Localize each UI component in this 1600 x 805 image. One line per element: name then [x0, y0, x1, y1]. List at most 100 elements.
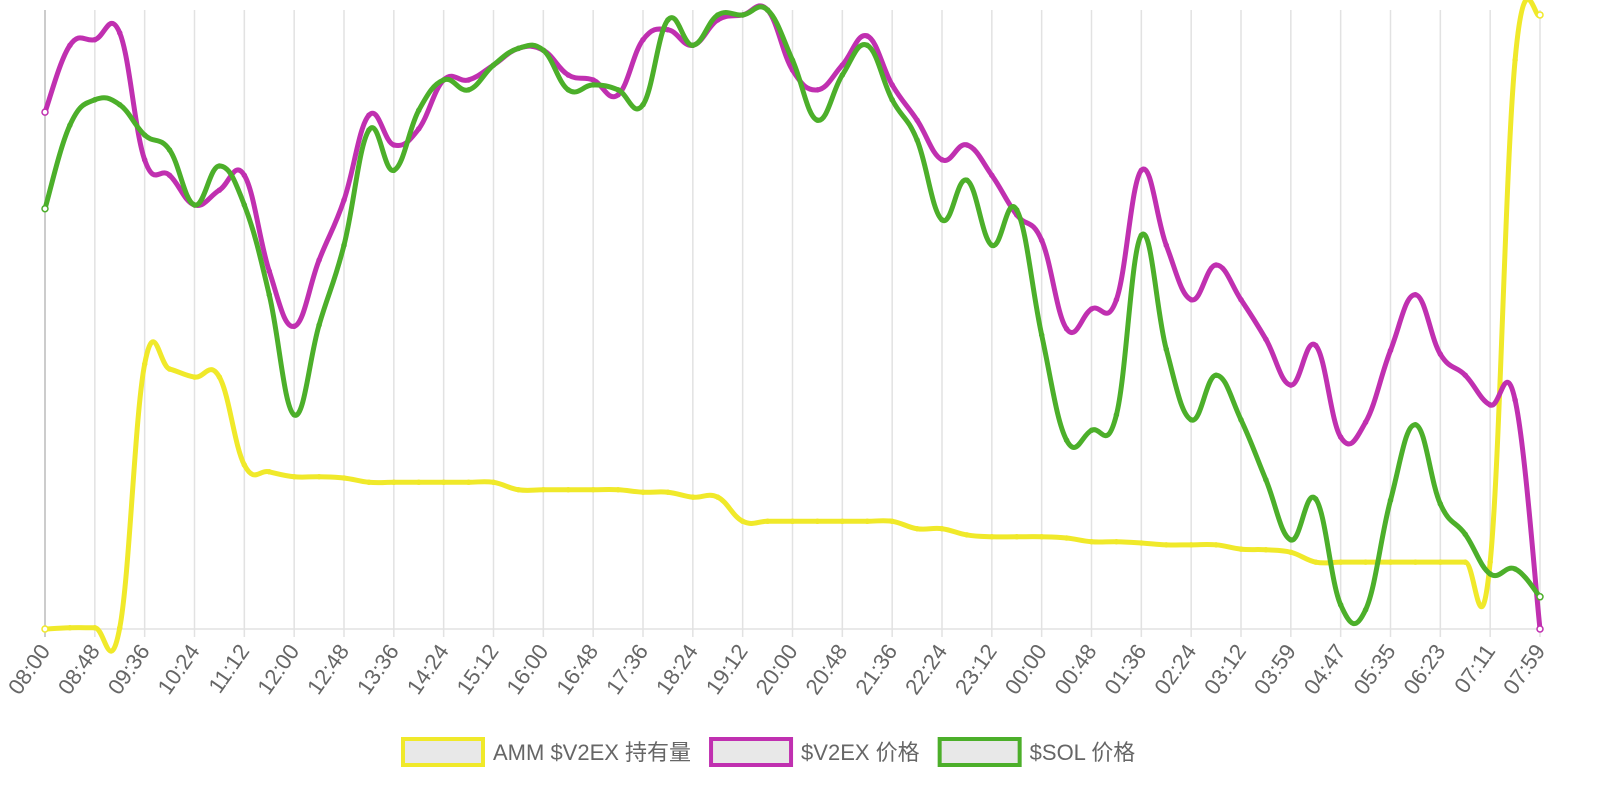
point: [640, 101, 646, 108]
x-tick-label: 04:47: [1299, 640, 1351, 699]
point: [316, 473, 322, 480]
point: [416, 107, 422, 114]
point: [1063, 326, 1070, 332]
point: [1512, 397, 1518, 403]
legend: AMM $V2EX 持有量 $V2EX 价格 $SOL 价格: [401, 737, 1135, 767]
point: [1313, 342, 1319, 349]
point: [1313, 496, 1319, 502]
point: [141, 132, 148, 138]
point: [117, 30, 123, 36]
point: [1213, 262, 1219, 268]
point: [341, 197, 347, 203]
x-tick-label: 02:24: [1149, 640, 1201, 699]
x-tick-label: 17:36: [601, 640, 653, 699]
point: [1536, 625, 1544, 633]
point: [889, 82, 895, 88]
point: [1362, 559, 1369, 565]
x-tick-label: 18:24: [651, 640, 703, 699]
point: [1337, 434, 1344, 440]
point: [1362, 419, 1369, 426]
point: [1213, 542, 1219, 548]
point: [515, 486, 522, 493]
point: [1288, 549, 1294, 555]
point: [1113, 296, 1120, 303]
point: [1263, 336, 1269, 343]
x-tick-label: 20:48: [800, 640, 852, 699]
point: [565, 72, 571, 78]
point: [914, 137, 920, 143]
point: [665, 27, 671, 33]
point: [590, 77, 596, 83]
point: [715, 12, 721, 18]
x-tick-label: 01:36: [1099, 640, 1151, 699]
point: [690, 494, 696, 500]
point: [216, 187, 223, 193]
x-tick-label: 07:11: [1449, 640, 1500, 698]
x-tick-label: 13:36: [352, 640, 404, 699]
point: [864, 518, 870, 525]
point: [166, 366, 173, 372]
point: [1462, 531, 1468, 538]
point: [341, 475, 347, 481]
x-tick-label: 23:12: [950, 640, 1002, 699]
point: [839, 518, 846, 525]
x-tick-label: 21:36: [850, 640, 902, 699]
point: [191, 202, 198, 208]
point: [92, 625, 98, 631]
point: [615, 486, 621, 493]
point: [316, 257, 322, 263]
point: [1138, 540, 1145, 546]
point: [1412, 421, 1419, 428]
x-tick-label: 11:12: [203, 640, 254, 698]
point: [1536, 593, 1544, 601]
point: [889, 97, 895, 103]
point: [1088, 427, 1095, 434]
point: [939, 525, 945, 532]
point: [1213, 372, 1219, 378]
point: [67, 42, 73, 49]
point: [814, 87, 821, 93]
point: [1188, 296, 1194, 303]
point: [814, 518, 821, 525]
point: [615, 87, 621, 93]
point: [366, 127, 372, 133]
point: [1487, 402, 1493, 408]
point: [166, 147, 173, 153]
point: [1038, 534, 1045, 540]
point: [366, 479, 372, 486]
point: [391, 167, 397, 174]
point: [141, 361, 148, 367]
point: [490, 479, 497, 486]
x-tick-label: 20:00: [751, 640, 803, 699]
x-tick-label: 03:12: [1199, 640, 1251, 699]
legend-swatch: [937, 737, 1022, 767]
point: [540, 47, 547, 53]
point: [590, 82, 596, 88]
point: [640, 489, 646, 495]
point: [1163, 242, 1169, 248]
point: [1138, 232, 1145, 239]
point: [964, 177, 970, 183]
point: [1163, 542, 1169, 548]
point: [789, 57, 796, 63]
point: [1337, 602, 1344, 608]
point: [864, 42, 870, 49]
point: [341, 242, 347, 248]
point: [590, 486, 596, 493]
point: [166, 172, 173, 179]
point: [640, 36, 646, 43]
point: [1014, 534, 1020, 540]
point: [739, 518, 746, 525]
point: [789, 518, 796, 525]
point: [266, 469, 272, 475]
point: [216, 163, 223, 169]
legend-label: $V2EX 价格: [801, 740, 920, 765]
point: [67, 625, 73, 631]
point: [1163, 346, 1169, 352]
point: [1487, 571, 1493, 577]
point: [939, 217, 945, 223]
legend-label: AMM $V2EX 持有量: [493, 740, 691, 765]
point: [366, 112, 372, 118]
point: [1536, 11, 1544, 19]
point: [615, 92, 621, 98]
